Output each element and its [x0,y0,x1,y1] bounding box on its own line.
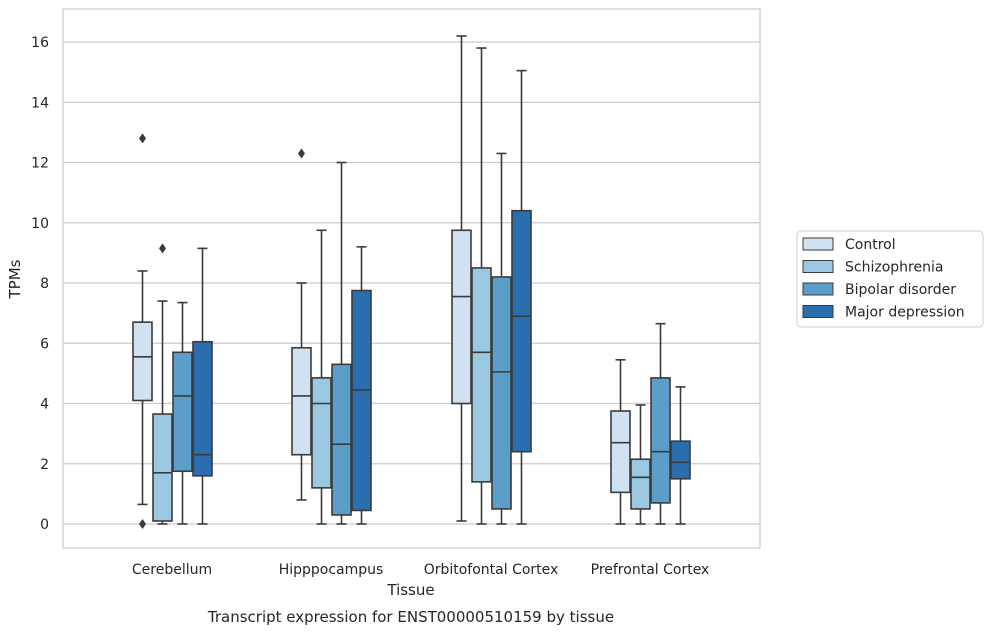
box-bipolar-disorder [331,161,352,525]
box-control [610,359,631,525]
box-schizophrenia [471,47,492,525]
y-tick-label: 4 [40,397,49,413]
box-bipolar-disorder [172,301,193,525]
box-iqr [471,267,492,483]
box-control [451,35,472,522]
legend-label: Control [845,237,896,253]
y-axis-ticks: 0 2 4 6 8 10 12 14 16 [31,35,49,533]
y-axis-label: TPMs [6,259,24,299]
legend: Control Schizophrenia Bipolar disorder Majo… [796,230,984,328]
legend-frame [796,230,984,328]
legend-label: Bipolar disorder [845,282,956,298]
box-schizophrenia [152,243,173,525]
box-bipolar-disorder [491,152,512,525]
legend-swatch [802,305,834,318]
box-control [291,148,312,501]
box-bipolar-disorder [650,322,671,525]
y-tick-label: 2 [40,457,49,473]
box-iqr [291,346,312,456]
box-iqr [132,321,153,402]
box-iqr [630,458,651,510]
outlier-point [139,133,146,144]
box-iqr [451,229,472,405]
legend-label: Major depression [845,305,965,321]
box-iqr [152,413,173,522]
box-iqr [331,363,352,516]
legend-swatch [802,237,834,251]
x-tick-label: Cerebellum [132,562,212,578]
outlier-point [159,243,166,254]
box-iqr [650,377,671,504]
box-iqr [172,351,193,473]
x-tick-label: Orbitofontal Cortex [424,562,559,578]
y-tick-label: 14 [31,95,49,111]
x-tick-label: Prefrontal Cortex [591,562,710,578]
box-major-depression [192,247,213,525]
legend-label: Schizophrenia [845,260,943,276]
y-tick-label: 0 [40,517,49,533]
box-iqr [192,340,213,477]
box-schizophrenia [630,404,651,525]
box-schizophrenia [311,229,332,525]
box-iqr [351,289,372,512]
box-major-depression [351,246,372,525]
box-iqr [610,410,631,494]
y-tick-label: 16 [31,35,49,51]
y-tick-label: 12 [31,156,49,172]
y-tick-label: 8 [40,276,49,292]
box-major-depression [670,386,691,525]
chart-caption: Transcript expression for ENST0000051015… [207,608,614,626]
x-axis-ticks: Cerebellum Hipppocampus Orbitofontal Corte… [132,562,709,578]
box-control [132,133,153,529]
box-iqr [670,440,691,480]
x-axis-label: Tissue [386,581,434,599]
x-tick-label: Hipppocampus [279,562,384,578]
box-iqr [311,377,332,489]
y-tick-label: 10 [31,216,49,232]
box-major-depression [511,69,532,525]
legend-swatch [802,260,834,273]
box-iqr [511,209,532,453]
outlier-point [139,519,146,529]
legend-swatch [802,282,834,296]
outlier-point [298,148,305,159]
box-plots [132,35,691,529]
y-tick-label: 6 [40,336,49,352]
box-iqr [491,276,512,510]
plot-frame [62,8,761,549]
